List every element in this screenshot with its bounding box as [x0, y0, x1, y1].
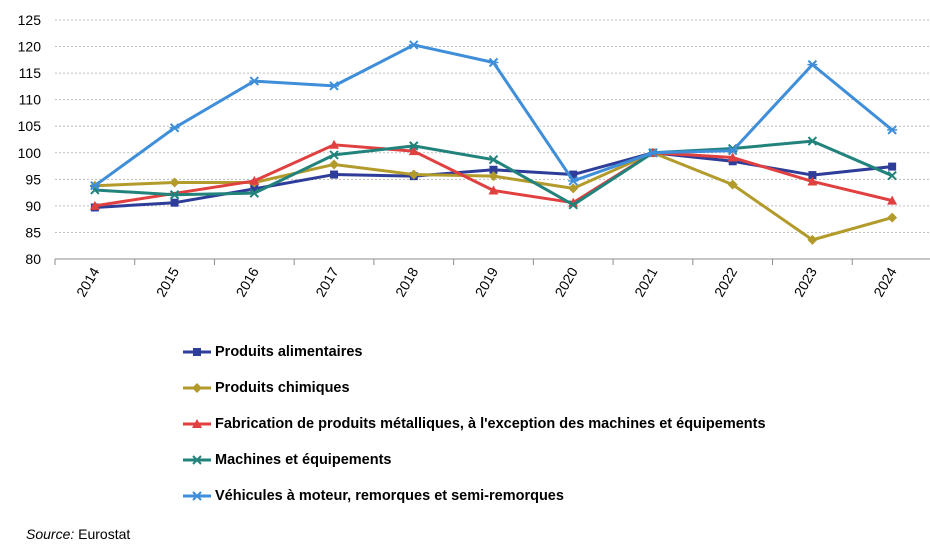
data-point — [249, 188, 260, 198]
legend-item-produits-chimiques: Produits chimiques — [183, 370, 766, 406]
y-tick-label: 110 — [19, 92, 42, 108]
data-point — [250, 184, 259, 193]
data-point — [169, 123, 180, 133]
x-tick-label: 2015 — [153, 264, 183, 299]
x-tick-label: 2014 — [73, 264, 103, 299]
data-point — [192, 491, 202, 501]
y-tick-label: 95 — [25, 171, 41, 187]
source-note: Source: Eurostat — [26, 526, 130, 542]
legend-swatch-icon — [183, 419, 211, 428]
y-tick-label: 125 — [18, 12, 42, 28]
x-tick-label: 2021 — [631, 264, 661, 299]
data-point — [887, 125, 898, 135]
x-tick-label: 2017 — [312, 264, 342, 299]
data-point — [727, 152, 738, 162]
y-tick-label: 85 — [25, 224, 41, 240]
legend-label: Machines et équipements — [215, 452, 392, 468]
series-2 — [89, 139, 898, 210]
legend-swatch-icon — [183, 383, 211, 393]
legend-swatch-icon — [183, 491, 211, 501]
data-point — [89, 180, 100, 191]
data-point — [169, 190, 180, 200]
data-point — [887, 212, 898, 223]
data-point — [409, 141, 419, 151]
data-point — [329, 139, 340, 149]
source-key: Source: — [26, 526, 75, 542]
x-tick-label: 2024 — [870, 264, 900, 299]
data-point — [170, 198, 179, 207]
data-point — [808, 171, 817, 180]
legend-item-produits-metalliques: Fabrication de produits métalliques, à l… — [183, 406, 766, 442]
y-tick-label: 120 — [18, 39, 42, 55]
legend-item-vehicules: Véhicules à moteur, remorques et semi-re… — [183, 478, 766, 514]
data-point — [727, 145, 738, 156]
x-tick-label: 2019 — [472, 264, 502, 299]
data-point — [568, 176, 579, 186]
data-point — [488, 57, 499, 68]
series-line — [94, 143, 893, 208]
data-point — [408, 169, 419, 180]
data-point — [807, 59, 818, 70]
data-point — [488, 171, 499, 182]
series-line — [93, 43, 894, 187]
data-point — [568, 200, 578, 210]
legend-label: Fabrication de produits métalliques, à l… — [215, 416, 766, 432]
data-point — [569, 170, 578, 179]
y-tick-label: 80 — [25, 251, 41, 267]
x-tick-label: 2020 — [551, 264, 581, 299]
data-point — [887, 195, 898, 205]
data-point — [807, 176, 818, 186]
legend-item-produits-alimentaires: Produits alimentaires — [183, 334, 766, 370]
series-4 — [89, 40, 898, 191]
data-point — [408, 40, 419, 50]
y-tick-label: 100 — [18, 145, 42, 161]
legend-label: Produits chimiques — [215, 380, 350, 396]
data-point — [488, 185, 499, 195]
data-point — [192, 455, 202, 465]
data-point — [647, 148, 658, 158]
data-point — [807, 136, 818, 146]
data-point — [249, 76, 260, 86]
x-tick-label: 2016 — [232, 264, 262, 299]
y-axis-ticks: 80 85 90 95 100 105 110 115 120 125 — [18, 12, 42, 267]
legend-label: Produits alimentaires — [215, 344, 363, 360]
data-point — [727, 179, 738, 190]
y-tick-label: 115 — [19, 65, 42, 81]
x-tick-label: 2022 — [711, 264, 741, 299]
series-3 — [90, 136, 897, 210]
data-point — [887, 170, 897, 181]
x-tick-label: 2018 — [392, 264, 422, 299]
legend-swatch-icon — [183, 455, 211, 465]
legend-swatch-icon — [183, 348, 211, 356]
data-point — [169, 177, 180, 188]
data-point — [89, 200, 100, 210]
legend-label: Véhicules à moteur, remorques et semi-re… — [215, 488, 564, 504]
y-tick-label: 90 — [25, 198, 41, 214]
series-lines — [89, 40, 898, 245]
source-value: Eurostat — [74, 526, 131, 542]
data-point — [329, 150, 339, 160]
data-point — [193, 348, 201, 356]
data-point — [888, 162, 897, 171]
data-point — [249, 175, 260, 185]
data-point — [488, 154, 499, 165]
legend-item-machines: Machines et équipements — [183, 442, 766, 478]
data-point — [330, 170, 339, 179]
data-point — [489, 165, 498, 174]
data-point — [192, 419, 202, 428]
data-point — [329, 81, 340, 91]
data-point — [568, 183, 579, 194]
data-point — [408, 146, 419, 156]
data-point — [807, 234, 818, 245]
x-tick-label: 2023 — [791, 264, 821, 299]
y-tick-label: 105 — [18, 118, 42, 134]
data-point — [192, 383, 202, 393]
legend: Produits alimentaires Produits chimiques… — [183, 334, 766, 514]
data-point — [329, 159, 340, 170]
x-axis: 2014 2015 2016 2017 2018 2019 2020 2021 2022 2023… — [54, 258, 930, 299]
